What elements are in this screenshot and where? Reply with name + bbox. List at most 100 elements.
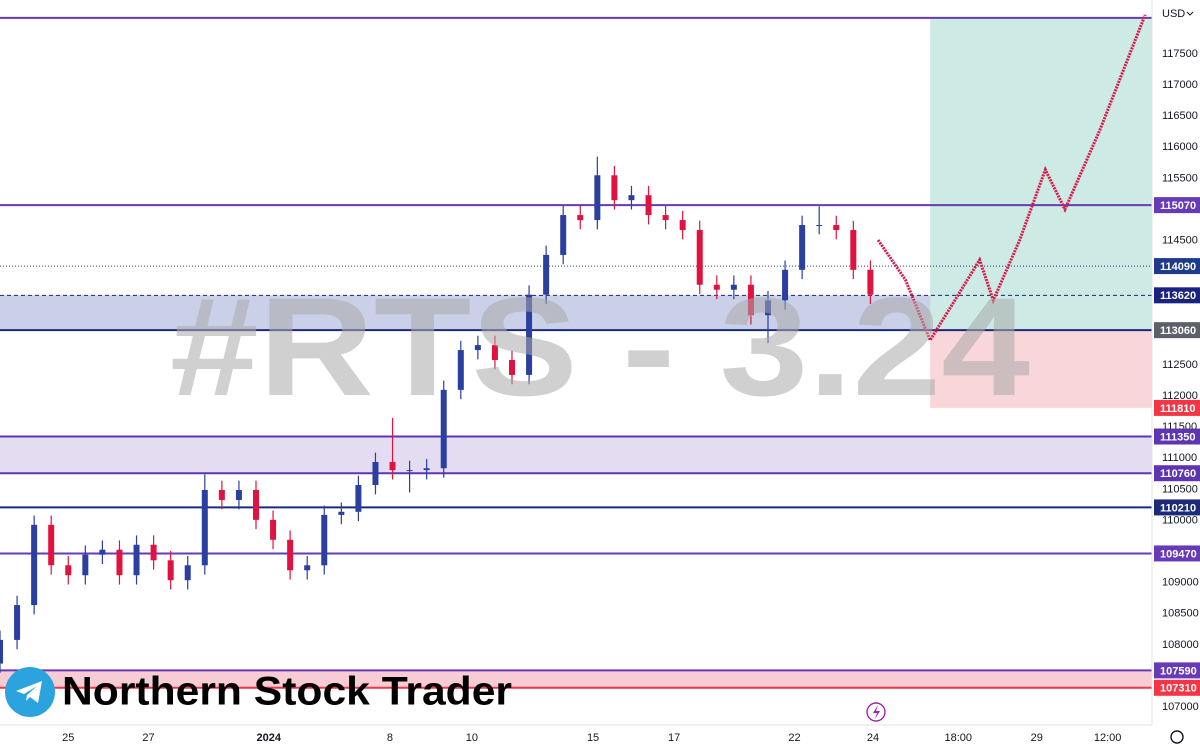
candle-body — [560, 215, 567, 255]
y-tick-label: 115500 — [1162, 172, 1198, 184]
y-tick-label: 117500 — [1162, 48, 1198, 60]
candle-body — [338, 511, 345, 515]
candle-body — [31, 524, 38, 606]
level-label-bg — [1154, 197, 1200, 214]
zone — [0, 670, 1152, 688]
y-tick-label: 110500 — [1162, 483, 1198, 495]
level-label: 113620 — [1160, 290, 1196, 302]
level-label: 114090 — [1160, 261, 1196, 273]
candle-body — [133, 544, 140, 576]
plot-area — [0, 14, 1152, 689]
x-tick-label: 24 — [867, 732, 879, 744]
telegram-icon — [5, 667, 55, 717]
y-tick-label: 109000 — [1162, 577, 1199, 589]
candle-body — [304, 565, 311, 571]
x-tick-label: 15 — [587, 732, 599, 744]
level-label-bg — [1154, 287, 1200, 304]
candle-body — [662, 215, 669, 221]
candle-body — [82, 554, 89, 576]
level-label: 110210 — [1160, 502, 1196, 514]
y-tick-label: 114500 — [1162, 234, 1198, 246]
level-label-bg — [1154, 465, 1200, 482]
candle-body — [457, 350, 464, 390]
candle-body — [14, 605, 21, 640]
candle-body — [474, 345, 481, 351]
currency-caret[interactable] — [1186, 11, 1194, 16]
x-tick-label: 10 — [466, 732, 478, 744]
candle-body — [577, 215, 584, 221]
level-label: 109470 — [1160, 548, 1197, 560]
settings-icon[interactable] — [1170, 730, 1184, 744]
level-label: 107310 — [1160, 683, 1197, 695]
stop-zone — [930, 330, 1152, 408]
candle-body — [440, 389, 447, 469]
candle-body — [765, 300, 771, 316]
currency[interactable]: USD — [1162, 8, 1185, 20]
level-label-bg — [1154, 662, 1200, 679]
x-tick-label: 29 — [1031, 732, 1043, 744]
level-label-bg — [1154, 322, 1200, 339]
candle-body — [167, 560, 174, 581]
candle-body — [116, 549, 123, 576]
candle-body — [270, 519, 277, 540]
candle-body — [679, 220, 686, 231]
y-tick-label: 110000 — [1162, 514, 1198, 526]
candle-body — [491, 345, 498, 361]
y-tick-label: 112000 — [1162, 390, 1198, 402]
x-tick-label: 8 — [387, 732, 393, 744]
candle-body — [355, 485, 362, 512]
watermark: #RTS - 3.24 — [170, 268, 1030, 425]
x-tick-label: 18:00 — [945, 732, 973, 744]
target-zone — [930, 17, 1152, 331]
candle-body — [372, 462, 379, 486]
candle-body — [747, 284, 754, 316]
candle-body — [287, 539, 294, 571]
candle-body — [867, 269, 874, 295]
y-tick-label: 116500 — [1162, 110, 1198, 122]
level-label: 111350 — [1160, 431, 1196, 443]
candle-body — [782, 269, 789, 301]
y-tick-label: 117000 — [1162, 79, 1198, 91]
level-label-bg — [1154, 545, 1200, 562]
level-label: 115070 — [1160, 200, 1196, 212]
candle-body — [799, 225, 806, 270]
y-tick-label: 108500 — [1162, 608, 1199, 620]
level-label-bg — [1154, 499, 1200, 516]
candle-body — [628, 195, 635, 201]
level-label: 107590 — [1160, 665, 1197, 677]
level-label: 113060 — [1160, 325, 1196, 337]
candle-body — [389, 462, 396, 471]
candle-body — [696, 230, 703, 285]
level-label-bg — [1154, 258, 1200, 275]
x-tick-label: 12:00 — [1094, 732, 1122, 744]
candle-body — [184, 565, 191, 581]
candle-body — [816, 225, 823, 227]
projection-path — [876, 14, 1147, 344]
candle-body — [65, 565, 72, 576]
x-tick-label: 22 — [788, 732, 800, 744]
candle-body — [253, 490, 259, 520]
y-tick-label: 111000 — [1162, 452, 1197, 464]
y-tick-label: 108000 — [1162, 639, 1199, 651]
level-label-bg — [1154, 399, 1200, 416]
y-tick-label: 116000 — [1162, 141, 1198, 153]
candle-body — [611, 175, 618, 201]
y-tick-label: 112500 — [1162, 359, 1198, 371]
x-tick-label: 25 — [62, 732, 74, 744]
candle-body — [48, 524, 55, 566]
candle-body — [713, 284, 720, 290]
candle-body — [526, 294, 533, 375]
candle-body — [150, 544, 157, 561]
candle-body — [645, 195, 652, 216]
candle-body — [321, 514, 328, 566]
x-tick-label: 2024 — [257, 732, 282, 744]
event-bolt — [873, 705, 880, 719]
candle-body — [406, 470, 413, 472]
candle-body — [730, 284, 737, 290]
candle-body — [99, 549, 106, 555]
x-tick-label: 17 — [668, 732, 680, 744]
time-axis — [0, 725, 1152, 751]
candle-body — [850, 230, 857, 270]
level-label-bg — [1154, 679, 1200, 696]
x-tick-label: 27 — [142, 732, 154, 744]
